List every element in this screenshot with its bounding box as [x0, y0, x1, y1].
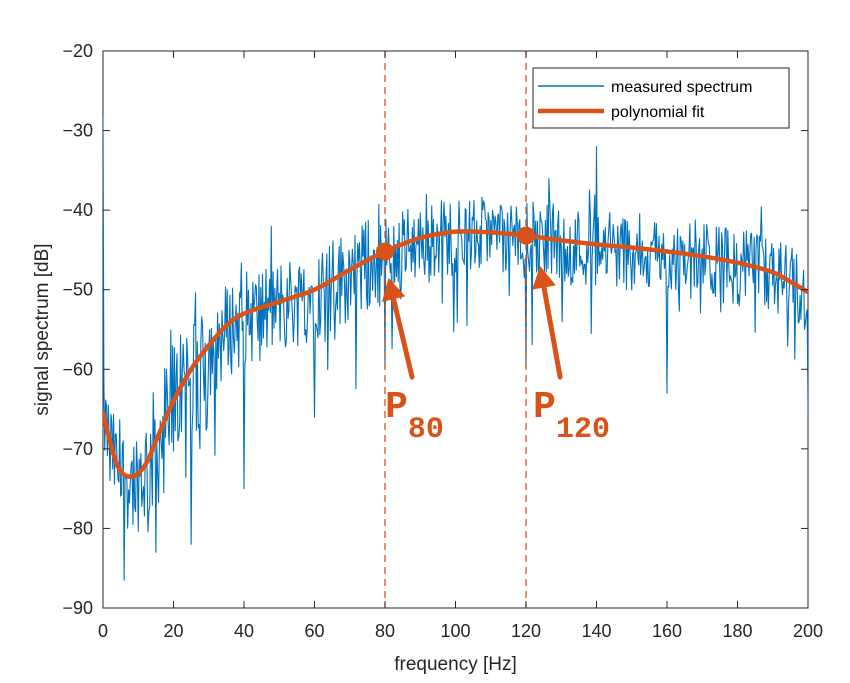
marker-120 — [517, 226, 535, 245]
legend-box — [532, 67, 790, 129]
legend: measured spectrum polynomial fit — [532, 67, 790, 129]
x-tick-label: 80 — [375, 621, 395, 641]
x-tick-label: 60 — [304, 621, 324, 641]
series-measured-spectrum — [103, 114, 808, 581]
x-tick-label: 100 — [440, 621, 470, 641]
y-tick-label: −70 — [62, 439, 93, 459]
x-tick-label: 0 — [98, 621, 108, 641]
legend-label-measured: measured spectrum — [611, 79, 752, 96]
annotation-arrowhead-80 — [381, 277, 406, 302]
y-tick-label: −30 — [62, 121, 93, 141]
y-tick-label: −20 — [62, 41, 93, 61]
x-tick-label: 160 — [652, 621, 682, 641]
annotation-arrow-120 — [541, 284, 563, 380]
annotation-arrow-80 — [391, 296, 415, 380]
legend-label-fit: polynomial fit — [611, 104, 705, 121]
y-tick-label: −60 — [62, 359, 93, 379]
x-tick-label: 120 — [511, 621, 541, 641]
annotation-label-120: P120 — [533, 386, 610, 447]
plot-area — [102, 50, 809, 609]
y-axis-title: signal spectrum [dB] — [32, 243, 53, 415]
x-tick-label: 40 — [234, 621, 254, 641]
x-tick-label: 140 — [581, 621, 611, 641]
x-tick-label: 20 — [163, 621, 183, 641]
y-tick-label: −50 — [62, 280, 93, 300]
annotation-arrowhead-120 — [532, 265, 556, 290]
marker-80 — [376, 242, 394, 261]
x-tick-label: 200 — [793, 621, 823, 641]
y-tick-label: −40 — [62, 200, 93, 220]
y-tick-label: −90 — [62, 598, 93, 618]
y-tick-label: −80 — [62, 518, 93, 538]
x-tick-label: 180 — [722, 621, 752, 641]
x-axis-title: frequency [Hz] — [394, 654, 517, 675]
annotation-label-80: P80 — [385, 386, 444, 447]
